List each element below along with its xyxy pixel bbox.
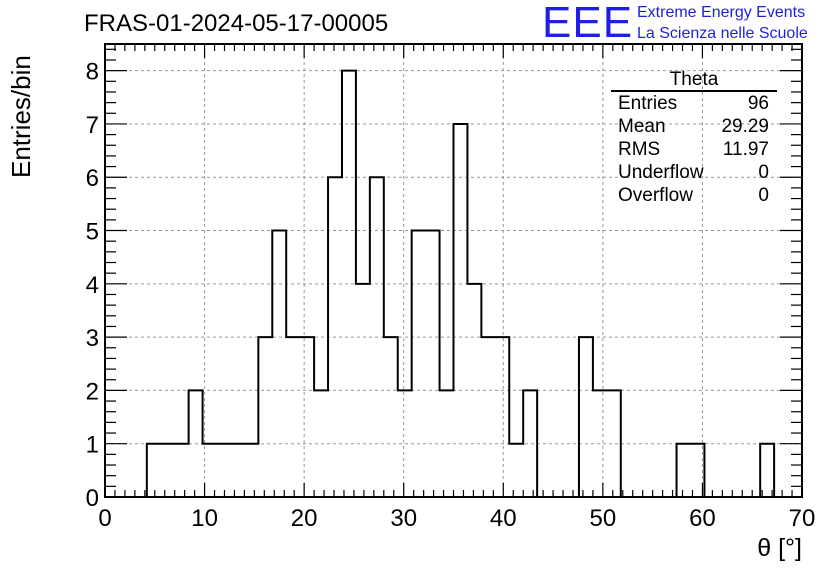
y-tick-label: 4	[86, 272, 99, 299]
histogram-bin	[481, 337, 495, 497]
x-tick-label: 40	[490, 505, 517, 532]
logo-line-1: Extreme Energy Events	[637, 4, 806, 21]
stats-label: Underflow	[618, 162, 704, 183]
stats-value: 0	[758, 185, 769, 206]
logo-line-2: La Scienza nelle Scuole	[637, 25, 808, 42]
stats-label: RMS	[618, 139, 661, 160]
y-tick-label: 3	[86, 325, 99, 352]
stats-row-overflow: Overflow 0	[611, 184, 777, 207]
x-tick-label: 60	[689, 505, 716, 532]
eee-logo: EEE	[542, 0, 634, 47]
histogram-bin	[426, 231, 440, 497]
y-tick-label: 6	[86, 165, 99, 192]
y-tick-label: 0	[86, 485, 99, 512]
histogram-bin	[244, 444, 258, 497]
x-tick-label: 50	[590, 505, 617, 532]
tick-labels: 0 10 20 30 40 50 60 70 0 1 2 3 4 5 6 7 8	[86, 59, 816, 532]
stats-row-rms: RMS 11.97	[611, 138, 777, 161]
histogram-bin	[175, 444, 189, 497]
stats-value: 29.29	[721, 116, 769, 137]
plot-title: FRAS-01-2024-05-17-00005	[84, 10, 389, 37]
histogram-bin	[230, 444, 244, 497]
histogram-bin	[509, 444, 523, 497]
histogram-bin	[607, 390, 621, 497]
histogram-bin	[412, 231, 426, 497]
histogram-bin	[677, 444, 691, 497]
x-tick-label: 30	[390, 505, 417, 532]
x-tick-label: 0	[98, 505, 111, 532]
x-tick-label: 10	[191, 505, 218, 532]
histogram-bin	[286, 337, 300, 497]
stats-value: 11.97	[722, 139, 769, 160]
stats-row-mean: Mean 29.29	[611, 115, 777, 138]
y-axis-label: Entries/bin	[6, 55, 36, 178]
histogram-bin	[147, 444, 161, 497]
y-tick-label: 2	[86, 378, 99, 405]
y-tick-label: 8	[86, 59, 99, 86]
histogram-bin	[217, 444, 231, 497]
histogram-bin	[454, 124, 468, 497]
histogram-bin	[495, 337, 509, 497]
y-tick-label: 7	[86, 112, 99, 139]
histogram-bin	[384, 337, 398, 497]
x-axis-label: θ [°]	[757, 534, 802, 562]
histogram-bin	[579, 337, 593, 497]
histogram-bin	[161, 444, 175, 497]
stats-label: Mean	[618, 116, 666, 137]
stats-title: Theta	[611, 70, 777, 92]
histogram-bin	[300, 337, 314, 497]
histogram-bin	[760, 444, 774, 497]
stats-box: Theta Entries 96 Mean 29.29 RMS 11.97 Un…	[611, 70, 777, 207]
y-tick-label: 1	[86, 432, 99, 459]
stats-row-underflow: Underflow 0	[611, 161, 777, 184]
histogram-bin	[258, 337, 272, 497]
stats-value: 0	[758, 162, 769, 183]
stats-label: Entries	[618, 93, 678, 114]
stats-value: 96	[747, 93, 769, 114]
stats-label: Overflow	[618, 185, 693, 206]
x-tick-label: 70	[789, 505, 816, 532]
plot-frame	[104, 43, 803, 498]
stats-row-entries: Entries 96	[611, 92, 777, 115]
x-tick-label: 20	[291, 505, 318, 532]
y-tick-label: 5	[86, 219, 99, 246]
histogram-bin	[272, 231, 286, 497]
